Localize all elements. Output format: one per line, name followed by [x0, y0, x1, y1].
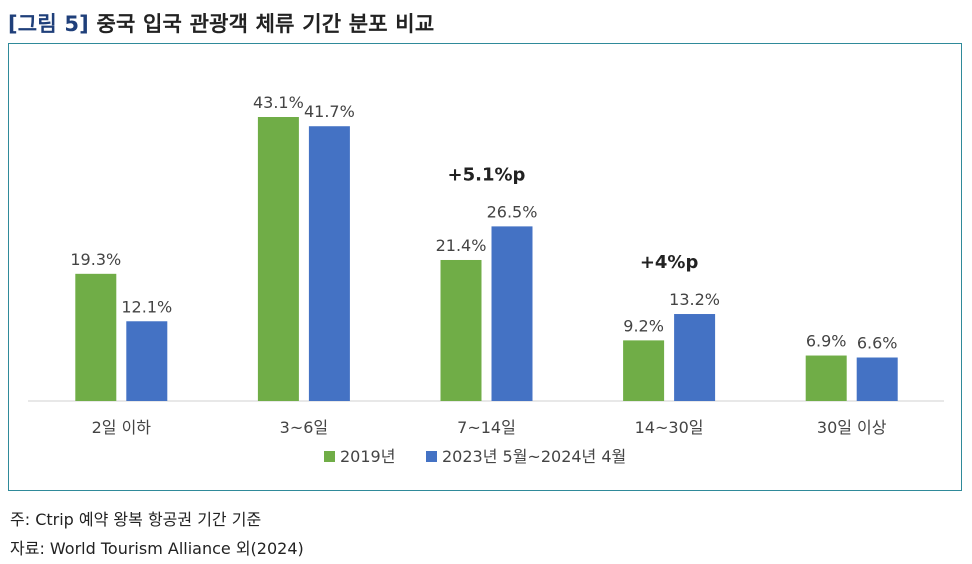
chart-title: 중국 입국 관광객 체류 기간 분포 비교 [96, 12, 435, 36]
data-label-s2-0: 12.1% [121, 297, 172, 316]
chart-frame [8, 43, 962, 491]
x-tick-label-3: 14~30일 [635, 418, 704, 437]
legend-label-1: 2023년 5월~2024년 4월 [442, 447, 626, 466]
data-label-s1-2: 21.4% [436, 236, 487, 255]
x-tick-label-2: 7~14일 [457, 418, 516, 437]
x-tick-label-4: 30일 이상 [817, 418, 887, 437]
x-tick-label-0: 2일 이하 [92, 418, 152, 437]
bar-s2-4 [856, 357, 898, 401]
data-label-s1-3: 9.2% [623, 316, 664, 335]
bar-s2-2 [491, 226, 533, 401]
data-label-s2-2: 26.5% [487, 202, 538, 221]
footnote-note: 주: Ctrip 예약 왕복 항공권 기간 기준 [10, 510, 262, 529]
data-label-s1-4: 6.9% [806, 332, 847, 351]
figure-label: [그림 5] [8, 12, 89, 36]
bar-s1-0 [75, 273, 117, 401]
bar-s1-1 [257, 117, 299, 401]
legend-swatch-1 [426, 451, 437, 462]
data-label-s2-1: 41.7% [304, 102, 355, 121]
figure-title: [그림 5] 중국 입국 관광객 체류 기간 분포 비교 [8, 8, 434, 38]
bar-s1-3 [623, 340, 665, 401]
annotation-0: +5.1%p [448, 164, 526, 185]
data-label-s1-0: 19.3% [70, 250, 121, 269]
bar-s2-3 [674, 314, 716, 401]
bar-s1-4 [805, 355, 847, 401]
data-label-s2-3: 13.2% [669, 290, 720, 309]
data-label-s1-1: 43.1% [253, 93, 304, 112]
legend-label-0: 2019년 [340, 447, 395, 466]
bar-s1-2 [440, 259, 482, 401]
bar-s2-0 [126, 321, 168, 401]
legend-swatch-0 [324, 451, 335, 462]
x-tick-label-1: 3~6일 [280, 418, 329, 437]
bar-s2-1 [308, 126, 350, 401]
footnote-source: 자료: World Tourism Alliance 외(2024) [10, 539, 304, 558]
data-label-s2-4: 6.6% [857, 334, 898, 353]
annotation-1: +4%p [640, 252, 699, 273]
